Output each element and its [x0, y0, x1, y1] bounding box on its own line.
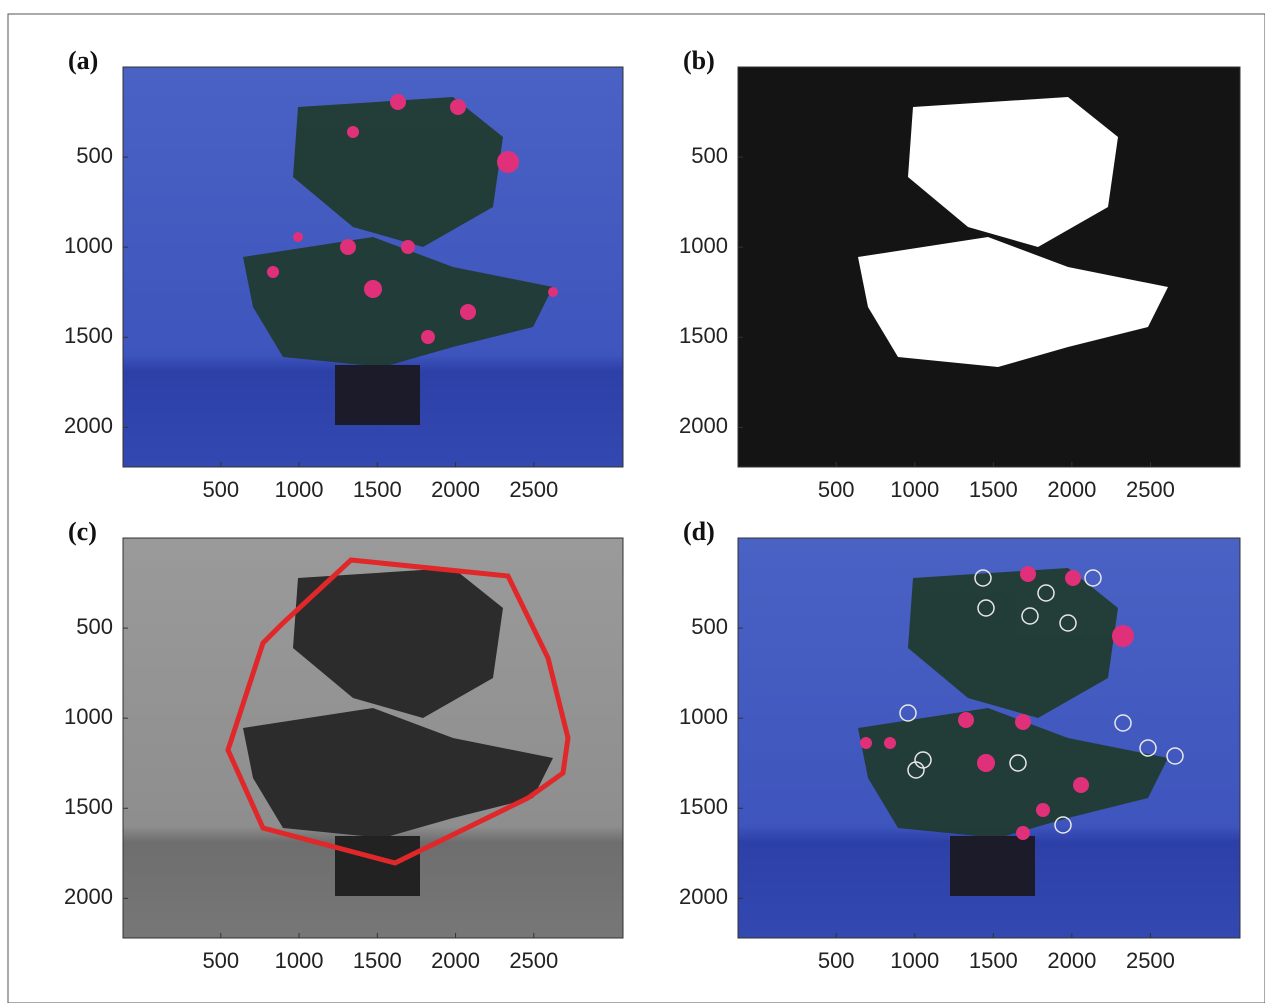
- image-b: [738, 67, 1240, 467]
- axes-box: [737, 537, 1241, 939]
- x-tick-label: 1000: [890, 477, 939, 502]
- y-tick-label: 1500: [679, 794, 728, 819]
- x-tick-label: 1500: [353, 948, 402, 973]
- panel-label: (a): [68, 46, 98, 75]
- y-tick-label: 1500: [64, 323, 113, 348]
- y-tick-label: 2000: [679, 413, 728, 438]
- x-tick-label: 1500: [969, 948, 1018, 973]
- axes-box: [122, 537, 624, 939]
- panel-label: (c): [68, 517, 97, 546]
- x-tick-label: 1000: [275, 477, 324, 502]
- axes-box: [737, 66, 1241, 468]
- axes-box: [122, 66, 624, 468]
- x-tick-label: 2500: [509, 948, 558, 973]
- x-tick-label: 2500: [509, 477, 558, 502]
- panel-label: (d): [683, 517, 715, 546]
- x-tick-label: 2500: [1126, 948, 1175, 973]
- y-tick-label: 1500: [64, 794, 113, 819]
- image-c: [123, 538, 623, 938]
- y-tick-label: 2000: [679, 884, 728, 909]
- x-tick-label: 2000: [431, 477, 480, 502]
- x-tick-label: 500: [818, 477, 855, 502]
- x-tick-label: 500: [818, 948, 855, 973]
- x-tick-label: 500: [202, 477, 239, 502]
- y-tick-label: 2000: [64, 884, 113, 909]
- y-tick-label: 1000: [64, 704, 113, 729]
- y-tick-label: 500: [691, 143, 728, 168]
- y-tick-label: 1500: [679, 323, 728, 348]
- y-tick-label: 500: [76, 614, 113, 639]
- x-tick-label: 1500: [353, 477, 402, 502]
- y-tick-label: 2000: [64, 413, 113, 438]
- y-tick-label: 1000: [679, 233, 728, 258]
- x-tick-label: 500: [202, 948, 239, 973]
- y-tick-label: 1000: [64, 233, 113, 258]
- x-tick-label: 1500: [969, 477, 1018, 502]
- y-tick-label: 1000: [679, 704, 728, 729]
- x-tick-label: 2500: [1126, 477, 1175, 502]
- frame: [7, 13, 1265, 1003]
- panel-label: (b): [683, 46, 715, 75]
- y-tick-label: 500: [691, 614, 728, 639]
- x-tick-label: 2000: [431, 948, 480, 973]
- x-tick-label: 2000: [1047, 477, 1096, 502]
- image-a: [123, 67, 623, 467]
- x-tick-label: 1000: [275, 948, 324, 973]
- x-tick-label: 1000: [890, 948, 939, 973]
- image-d: [738, 538, 1240, 938]
- y-tick-label: 500: [76, 143, 113, 168]
- x-tick-label: 2000: [1047, 948, 1096, 973]
